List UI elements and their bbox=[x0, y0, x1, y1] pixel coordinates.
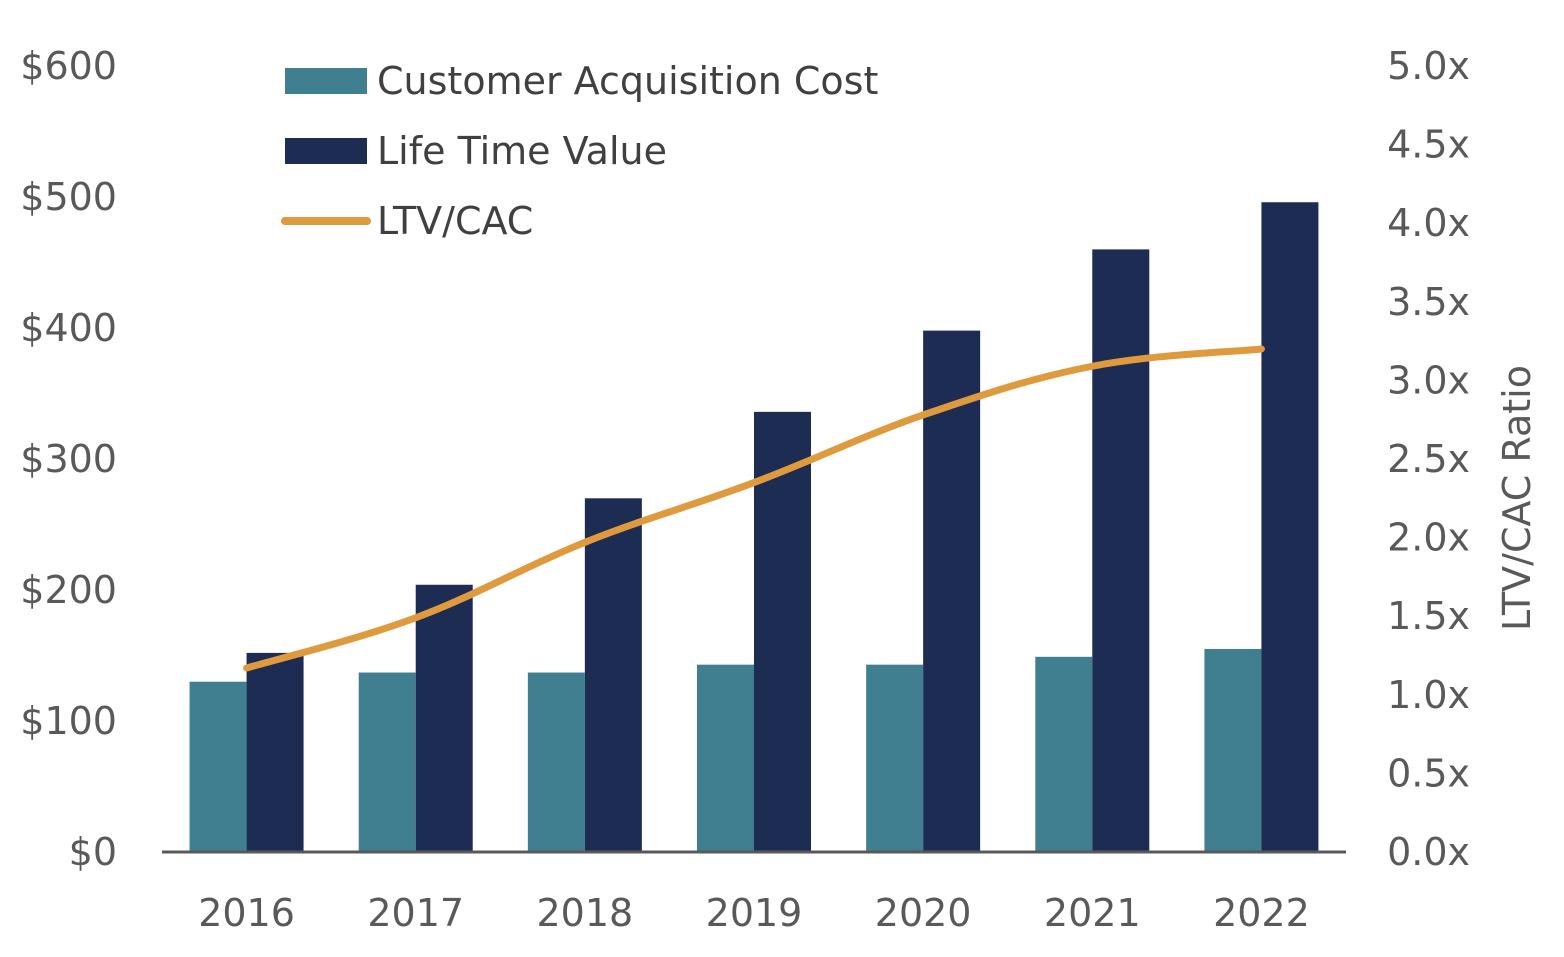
bar-life-time-value-2021 bbox=[1092, 249, 1149, 852]
y-left-tick-label: $200 bbox=[20, 568, 117, 612]
x-tick-label-2017: 2017 bbox=[367, 891, 464, 935]
y-right-tick-label: 4.5x bbox=[1387, 123, 1470, 167]
y-left-tick-label: $100 bbox=[20, 699, 117, 743]
legend-swatch-customer-acquisition-cost bbox=[285, 68, 367, 94]
bar-customer-acquisition-cost-2019 bbox=[697, 665, 754, 852]
y-left-tick-label: $500 bbox=[20, 175, 117, 219]
bar-life-time-value-2022 bbox=[1261, 202, 1318, 852]
legend-label-ltv-cac: LTV/CAC bbox=[377, 199, 533, 243]
bar-life-time-value-2018 bbox=[585, 498, 642, 852]
y-right-tick-label: 5.0x bbox=[1387, 44, 1470, 88]
x-tick-label-2020: 2020 bbox=[875, 891, 972, 935]
y-right-tick-label: 1.5x bbox=[1387, 594, 1470, 638]
x-tick-label-2018: 2018 bbox=[536, 891, 633, 935]
legend-label-life-time-value: Life Time Value bbox=[377, 129, 667, 173]
bar-customer-acquisition-cost-2020 bbox=[866, 665, 923, 852]
x-tick-label-2019: 2019 bbox=[706, 891, 803, 935]
legend-label-customer-acquisition-cost: Customer Acquisition Cost bbox=[377, 59, 878, 103]
bar-customer-acquisition-cost-2018 bbox=[528, 673, 585, 852]
y-left-tick-label: $300 bbox=[20, 437, 117, 481]
x-tick-label-2016: 2016 bbox=[198, 891, 295, 935]
bar-customer-acquisition-cost-2022 bbox=[1204, 649, 1261, 852]
y-right-tick-label: 4.0x bbox=[1387, 201, 1470, 245]
bar-life-time-value-2016 bbox=[247, 653, 304, 852]
y-right-tick-label: 2.5x bbox=[1387, 437, 1470, 481]
y-right-axis-title: LTV/CAC Ratio bbox=[1495, 365, 1539, 631]
bar-customer-acquisition-cost-2017 bbox=[359, 673, 416, 852]
y-right-tick-label: 3.0x bbox=[1387, 358, 1470, 402]
y-right-tick-label: 1.0x bbox=[1387, 673, 1470, 717]
y-right-tick-label: 2.0x bbox=[1387, 516, 1470, 560]
bar-customer-acquisition-cost-2016 bbox=[190, 682, 247, 852]
y-left-tick-label: $0 bbox=[69, 830, 117, 874]
bar-life-time-value-2017 bbox=[416, 585, 473, 852]
x-tick-label-2021: 2021 bbox=[1044, 891, 1141, 935]
legend: Customer Acquisition Cost Life Time Value… bbox=[285, 59, 878, 243]
y-right-tick-label: 3.5x bbox=[1387, 280, 1470, 324]
bar-customer-acquisition-cost-2021 bbox=[1035, 657, 1092, 852]
y-left-tick-label: $600 bbox=[20, 44, 117, 88]
x-tick-label-2022: 2022 bbox=[1213, 891, 1310, 935]
y-right-tick-label: 0.5x bbox=[1387, 751, 1470, 795]
bars-layer bbox=[190, 202, 1319, 852]
y-right-tick-label: 0.0x bbox=[1387, 830, 1470, 874]
y-left-tick-label: $400 bbox=[20, 306, 117, 350]
legend-swatch-life-time-value bbox=[285, 138, 367, 164]
